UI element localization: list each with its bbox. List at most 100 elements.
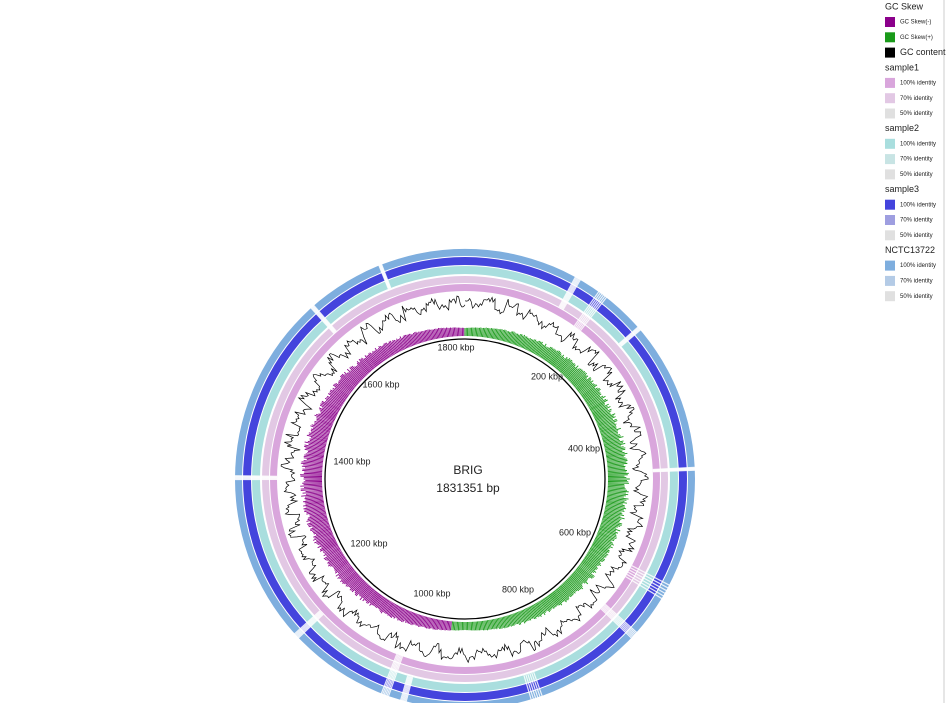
gc-skew-bar xyxy=(444,620,447,631)
gc-skew-bar xyxy=(558,358,571,372)
gc-skew-bar xyxy=(304,445,325,451)
gc-skew-bar xyxy=(484,620,487,631)
gc-skew-bar xyxy=(553,590,564,603)
legend-swatch xyxy=(885,291,895,302)
gc-skew-bar xyxy=(403,335,410,348)
gc-skew-bar xyxy=(569,369,583,382)
gc-skew-bar xyxy=(327,393,344,404)
gc-skew-bar xyxy=(402,609,409,623)
gc-skew-bar xyxy=(312,521,329,528)
gc-skew-bar xyxy=(388,603,397,617)
gc-skew-bar xyxy=(473,621,475,631)
gc-skew-bar xyxy=(381,345,390,358)
gc-skew-bar xyxy=(586,553,601,563)
gc-skew-bar xyxy=(494,618,498,630)
gc-skew-bar xyxy=(316,417,334,425)
legend-swatch xyxy=(885,154,895,165)
gc-skew-bar xyxy=(442,620,445,630)
gc-skew-bar xyxy=(531,605,539,618)
gap xyxy=(523,675,533,702)
gap xyxy=(529,673,539,700)
gc-skew-bar xyxy=(605,507,625,512)
gc-skew-bar xyxy=(431,329,435,340)
gap xyxy=(576,292,604,329)
gc-skew-bar xyxy=(585,555,602,566)
gc-skew-bar xyxy=(541,347,550,359)
gc-skew-bar xyxy=(363,358,374,370)
gc-skew-bar xyxy=(606,458,628,463)
gc-skew-bar xyxy=(334,383,350,396)
gc-skew-bar xyxy=(359,584,370,597)
gc-skew-bar xyxy=(552,591,563,604)
gc-skew-bar xyxy=(335,382,351,395)
gc-skew-bar xyxy=(587,551,605,562)
gc-skew-bar xyxy=(597,418,617,428)
legend-label: 50% identity xyxy=(900,294,933,300)
gc-skew-bar xyxy=(576,567,590,579)
gap xyxy=(625,576,664,600)
gc-skew-bar xyxy=(367,354,378,367)
gc-skew-bar xyxy=(607,484,625,487)
gc-skew-bar xyxy=(349,367,363,380)
gc-skew-bar xyxy=(392,605,400,618)
gc-skew-bar xyxy=(360,585,371,597)
gc-skew-bar xyxy=(387,603,395,616)
gc-skew-bar xyxy=(372,594,382,606)
gc-skew-bar xyxy=(599,527,617,535)
gc-skew-bar xyxy=(377,347,387,361)
gc-skew-bar xyxy=(439,619,442,630)
gc-skew-bar xyxy=(384,601,392,614)
gc-skew-bar xyxy=(583,557,598,567)
gc-skew-bar xyxy=(326,396,343,407)
gap xyxy=(531,672,542,699)
gc-skew-bar xyxy=(305,489,323,492)
gc-skew-bar xyxy=(387,343,395,355)
gc-skew-bar xyxy=(605,505,624,511)
gc-skew-bar xyxy=(587,552,603,563)
gc-skew-bar xyxy=(601,433,618,439)
gc-skew-bar xyxy=(334,560,349,571)
gc-skew-bar xyxy=(520,610,527,623)
gc-skew-bar xyxy=(448,327,451,337)
legend-label: 70% identity xyxy=(900,157,933,163)
gc-skew-bar xyxy=(529,606,537,619)
gc-skew-bar xyxy=(604,510,625,517)
gc-skew-bar xyxy=(337,381,352,393)
gc-skew-bar xyxy=(605,451,625,456)
gc-skew-bar xyxy=(307,440,327,447)
gc-skew-bar xyxy=(374,347,385,362)
gc-skew-bar xyxy=(349,578,363,591)
gc-skew-bar xyxy=(587,395,606,407)
gc-skew-bar xyxy=(600,525,617,532)
gap xyxy=(631,565,672,587)
gc-skew-bar xyxy=(523,337,530,350)
gc-skew-bar xyxy=(481,327,484,338)
gc-skew-bar xyxy=(326,547,341,557)
gap xyxy=(619,326,641,345)
gc-skew-bar xyxy=(358,358,371,373)
tick-label: 400 kbp xyxy=(568,443,600,453)
legend-swatch xyxy=(885,215,895,225)
gap xyxy=(559,275,578,308)
gc-skew-bar xyxy=(424,617,429,628)
gc-skew-bar xyxy=(579,563,593,574)
gc-skew-bar xyxy=(514,334,520,346)
gc-skew-bar xyxy=(310,522,330,530)
gc-skew-bar xyxy=(554,356,565,369)
gc-skew-bar xyxy=(380,600,390,614)
gc-skew-bar xyxy=(599,526,619,534)
gap xyxy=(626,573,666,598)
gc-skew-bar xyxy=(560,359,573,374)
gc-skew-bar xyxy=(606,498,625,502)
gc-skew-bar xyxy=(390,605,399,619)
gc-skew-bar xyxy=(605,503,626,508)
gc-skew-bar xyxy=(594,537,612,547)
gc-skew-bar xyxy=(530,605,538,618)
gc-skew-bar xyxy=(607,483,625,486)
gc-skew-bar xyxy=(300,487,323,490)
gc-skew-bar xyxy=(334,387,349,398)
gc-skew-bar xyxy=(369,592,379,604)
gc-skew-bar xyxy=(601,431,619,438)
gc-skew-bar xyxy=(607,493,626,497)
